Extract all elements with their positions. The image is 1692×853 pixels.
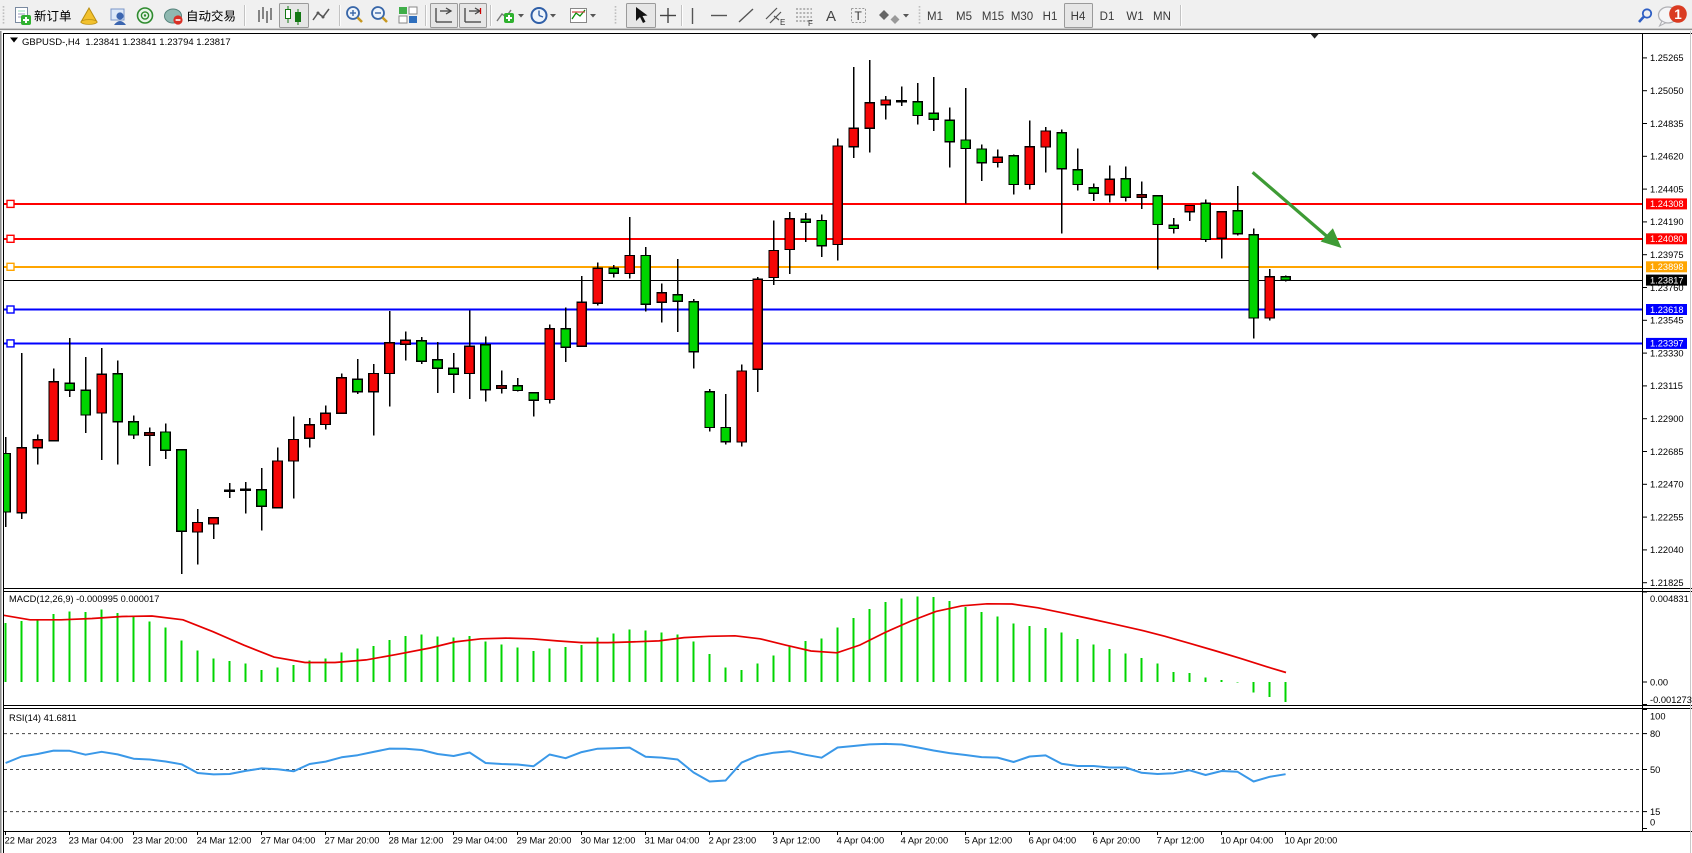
svg-text:H1: H1 [1043,11,1058,23]
svg-text:M15: M15 [982,11,1004,23]
svg-text:1.24405: 1.24405 [1650,184,1684,194]
svg-text:27 Mar 20:00: 27 Mar 20:00 [325,836,380,846]
svg-text:2 Apr 23:00: 2 Apr 23:00 [709,836,757,846]
svg-text:1.23975: 1.23975 [1650,250,1684,260]
svg-text:23 Mar 04:00: 23 Mar 04:00 [69,836,124,846]
svg-text:1: 1 [1674,7,1682,22]
svg-text:23 Mar 20:00: 23 Mar 20:00 [133,836,188,846]
svg-text:1.22040: 1.22040 [1650,545,1684,555]
svg-text:1.23115: 1.23115 [1650,381,1683,391]
svg-text:1.23330: 1.23330 [1650,348,1684,358]
svg-text:-0.001273: -0.001273 [1650,695,1692,705]
svg-text:M1: M1 [927,11,943,23]
svg-text:1.24620: 1.24620 [1650,152,1684,162]
svg-text:M5: M5 [956,11,972,23]
svg-text:A: A [826,8,836,25]
svg-text:3 Apr 12:00: 3 Apr 12:00 [773,836,821,846]
svg-text:1.23545: 1.23545 [1650,316,1684,326]
svg-text:50: 50 [1650,765,1660,775]
svg-text:MACD(12,26,9) -0.000995 0.0000: MACD(12,26,9) -0.000995 0.000017 [9,594,159,604]
svg-text:1.23898: 1.23898 [1650,262,1684,272]
svg-text:W1: W1 [1126,11,1143,23]
svg-text:5 Apr 12:00: 5 Apr 12:00 [965,836,1013,846]
svg-text:29 Mar 04:00: 29 Mar 04:00 [453,836,508,846]
svg-text:1.24835: 1.24835 [1650,119,1684,129]
svg-text:1.23817: 1.23817 [1650,275,1684,285]
svg-text:F: F [808,19,813,28]
svg-text:1.24080: 1.24080 [1650,234,1684,244]
svg-text:29 Mar 20:00: 29 Mar 20:00 [517,836,572,846]
svg-text:10 Apr 20:00: 10 Apr 20:00 [1285,836,1338,846]
svg-text:M30: M30 [1011,11,1033,23]
svg-text:0.00: 0.00 [1650,677,1668,687]
svg-text:MN: MN [1153,11,1171,23]
svg-text:1.24190: 1.24190 [1650,217,1684,227]
svg-text:T: T [855,9,863,23]
svg-text:24 Mar 12:00: 24 Mar 12:00 [197,836,252,846]
svg-text:GBPUSD-,H4 1.23841 1.23841 1.: GBPUSD-,H4 1.23841 1.23841 1.23794 1.238… [22,37,231,48]
svg-text:1.22470: 1.22470 [1650,480,1684,490]
svg-text:1.22900: 1.22900 [1650,414,1684,424]
svg-text:31 Mar 04:00: 31 Mar 04:00 [645,836,700,846]
svg-text:4 Apr 20:00: 4 Apr 20:00 [901,836,949,846]
svg-text:22 Mar 2023: 22 Mar 2023 [5,836,57,846]
svg-text:1.25265: 1.25265 [1650,53,1684,63]
svg-text:RSI(14) 41.6811: RSI(14) 41.6811 [9,713,77,723]
svg-text:4 Apr 04:00: 4 Apr 04:00 [837,836,885,846]
svg-text:100: 100 [1650,711,1666,721]
svg-text:0.004831: 0.004831 [1650,594,1689,604]
svg-text:D1: D1 [1100,11,1115,23]
svg-text:1.24308: 1.24308 [1650,199,1684,209]
svg-text:E: E [780,18,785,27]
svg-text:1.21825: 1.21825 [1650,578,1684,588]
svg-text:15: 15 [1650,807,1660,817]
svg-text:H4: H4 [1071,11,1086,23]
svg-text:1.25050: 1.25050 [1650,86,1684,96]
svg-text:1.23397: 1.23397 [1650,339,1684,349]
svg-text:10 Apr 04:00: 10 Apr 04:00 [1221,836,1274,846]
svg-text:7 Apr 12:00: 7 Apr 12:00 [1157,836,1205,846]
svg-text:1.23618: 1.23618 [1650,305,1684,315]
svg-text:1.22255: 1.22255 [1650,512,1684,522]
svg-text:1.22685: 1.22685 [1650,447,1684,457]
svg-text:80: 80 [1650,729,1660,739]
svg-text:6 Apr 20:00: 6 Apr 20:00 [1093,836,1141,846]
svg-text:28 Mar 12:00: 28 Mar 12:00 [389,836,444,846]
svg-text:1.23760: 1.23760 [1650,283,1684,293]
svg-text:27 Mar 04:00: 27 Mar 04:00 [261,836,316,846]
svg-text:30 Mar 12:00: 30 Mar 12:00 [581,836,636,846]
svg-text:6 Apr 04:00: 6 Apr 04:00 [1029,836,1077,846]
svg-text:0: 0 [1650,818,1655,828]
